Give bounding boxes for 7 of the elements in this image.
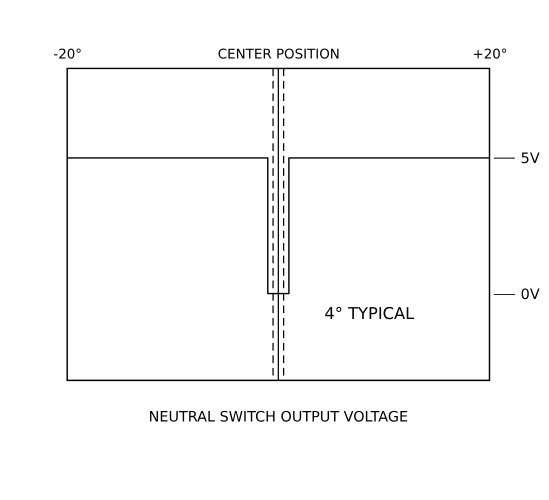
text: NEUTRAL SWITCH OUTPUT VOLTAGE <box>148 409 408 426</box>
y-tick-label: 5V <box>520 151 540 168</box>
x-tick-label: +20° <box>472 47 508 62</box>
annotation: 4° TYPICAL <box>324 304 414 323</box>
x-tick-label: -20° <box>53 47 82 62</box>
y-tick-label: 0V <box>520 286 540 303</box>
x-tick-label: CENTER POSITION <box>218 47 340 62</box>
